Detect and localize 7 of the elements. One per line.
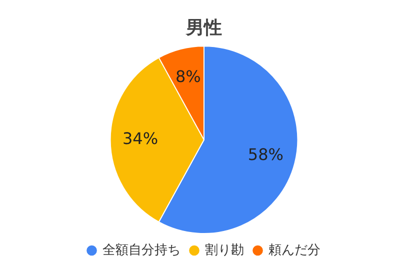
data-label: 34% <box>122 128 158 148</box>
data-label: 8% <box>175 67 201 86</box>
legend-label: 頼んだ分 <box>268 242 320 258</box>
legend-label: 割り勘 <box>204 242 244 258</box>
legend-label: 全額自分持ち <box>102 242 180 258</box>
data-label: 58% <box>248 144 284 164</box>
chart-title: 男性 <box>185 17 222 38</box>
